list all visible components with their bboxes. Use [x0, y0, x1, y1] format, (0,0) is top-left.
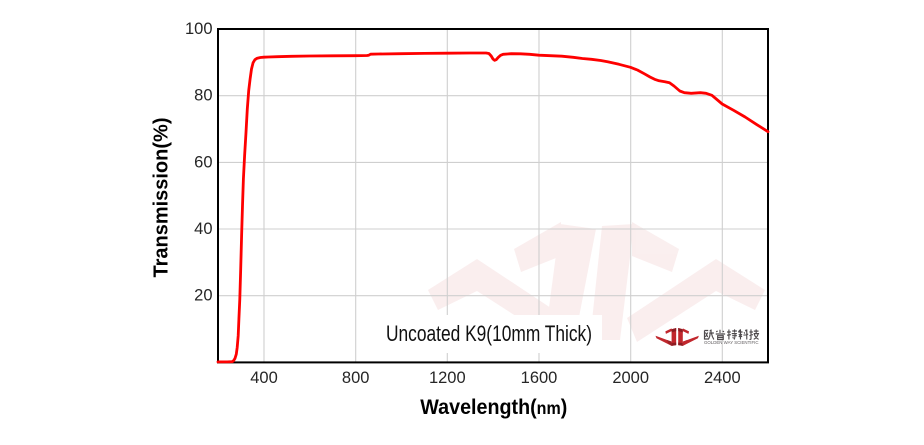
svg-text:40: 40 [194, 220, 212, 238]
svg-text:Wavelength(nm): Wavelength(nm) [420, 395, 567, 419]
svg-text:2400: 2400 [704, 369, 741, 387]
svg-text:GOLDEN WAY SCIENTIFIC: GOLDEN WAY SCIENTIFIC [704, 340, 759, 346]
svg-text:Uncoated K9(10mm Thick): Uncoated K9(10mm Thick) [386, 321, 592, 346]
svg-text:60: 60 [194, 153, 212, 171]
svg-text:100: 100 [185, 20, 213, 38]
svg-text:2000: 2000 [612, 369, 649, 387]
svg-text:1200: 1200 [429, 369, 466, 387]
svg-text:Transmission(%): Transmission(%) [151, 118, 173, 278]
svg-text:20: 20 [194, 287, 212, 305]
svg-text:800: 800 [342, 369, 370, 387]
svg-text:80: 80 [194, 87, 212, 105]
svg-text:400: 400 [250, 369, 278, 387]
svg-text:1600: 1600 [521, 369, 558, 387]
